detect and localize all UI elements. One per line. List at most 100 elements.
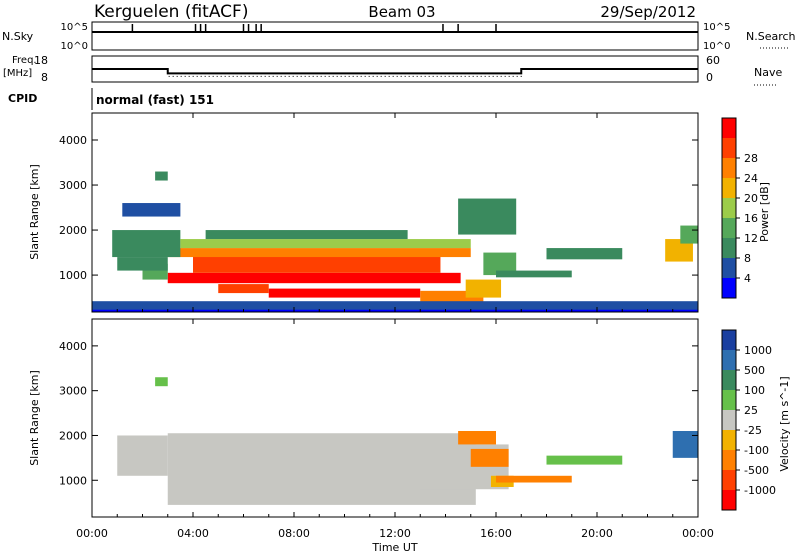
freq-label-2: [MHz] (3, 68, 32, 79)
freq-tick-top: 18 (34, 54, 48, 67)
power-colorbar-frame (721, 117, 737, 299)
x-tick-label: 00:00 (76, 527, 108, 540)
power-y-axis: 1000 2000 3000 4000 (59, 134, 698, 282)
velocity-colorbar-tick-label: -100 (744, 444, 769, 457)
velocity-colorbar-tick-label: -500 (744, 464, 769, 477)
nsky-tick-bottom: 10^0 (61, 41, 88, 52)
power-ylabel: Slant Range [km] (28, 164, 41, 260)
nsearch-tick-bottom: 10^0 (703, 41, 730, 52)
power-colorbar-tick-label: 24 (744, 172, 758, 185)
nsearch-label: N.Search (746, 30, 796, 43)
power-cell (465, 279, 502, 298)
velocity-cell (458, 430, 496, 445)
power-colorbar-tick-label: 20 (744, 192, 758, 205)
y-tick-label: 3000 (59, 179, 87, 192)
x-tick-label: 20:00 (581, 527, 613, 540)
velocity-colorbar-tick-label: -25 (744, 424, 762, 437)
y-tick-label: 4000 (59, 134, 87, 147)
power-cell (665, 239, 693, 262)
y-tick-label: 2000 (59, 224, 87, 237)
power-cell (483, 252, 517, 276)
freq-label-1: Freq. (12, 55, 37, 66)
nsky-label: N.Sky (2, 30, 34, 43)
nave-tick-bottom: 0 (706, 71, 713, 84)
power-cell (546, 248, 623, 260)
power-colorbar-tick-label: 16 (744, 212, 758, 225)
power-cell (205, 230, 408, 240)
nsky-trace (92, 24, 698, 33)
power-colorbar-swatch (722, 178, 736, 198)
power-colorbar-swatch (722, 158, 736, 178)
x-tick-label: 00:00 (682, 527, 714, 540)
power-colorbar-swatch (722, 258, 736, 278)
velocity-colorbar-swatch (722, 490, 736, 510)
power-colorbar-tick-label: 8 (744, 252, 751, 265)
power-cell (458, 198, 517, 235)
velocity-colorbar-swatch (722, 470, 736, 490)
velocity-cell (496, 475, 572, 483)
x-tick-label: 04:00 (177, 527, 209, 540)
velocity-colorbar-swatch (722, 350, 736, 370)
velocity-colorbar: 1000 500 100 25 -25 -100 -500 -1000 (721, 329, 776, 511)
beam-title: Beam 03 (368, 3, 435, 21)
power-colorbar-swatch (722, 238, 736, 258)
velocity-cell (470, 448, 509, 467)
power-colorbar-swatch (722, 218, 736, 238)
power-cell (496, 270, 572, 278)
xaxis-label: Time UT (371, 541, 417, 554)
velocity-colorbar-swatch (722, 430, 736, 450)
nsearch-tick-top: 10^5 (703, 22, 730, 33)
power-colorbar-tick-label: 28 (744, 152, 758, 165)
velocity-y-axis: 1000 2000 3000 4000 (59, 340, 698, 487)
power-cell (680, 225, 698, 244)
cpid-text: normal (fast) 151 (96, 93, 214, 107)
nsky-panel (91, 21, 699, 51)
y-tick-label: 4000 (59, 340, 87, 353)
y-tick-label: 2000 (59, 429, 87, 442)
power-cell (193, 252, 441, 273)
cpid-label: CPID (8, 92, 37, 105)
power-colorbar-swatch (722, 138, 736, 158)
power-colorbar-swatch (722, 198, 736, 218)
freq-line (92, 68, 698, 75)
velocity-colorbar-label: Velocity [m s^-1] (778, 376, 791, 471)
velocity-cell (117, 435, 168, 476)
velocity-colorbar-swatch (722, 370, 736, 390)
power-cell (167, 272, 461, 284)
x-tick-label: 12:00 (379, 527, 411, 540)
velocity-colorbar-tick-label: 100 (744, 384, 765, 397)
power-cell (218, 284, 269, 294)
velocity-colorbar-tick-label: -1000 (744, 484, 776, 497)
freq-tick-bottom: 8 (41, 71, 48, 84)
nave-tick-top: 60 (706, 54, 720, 67)
power-cell (112, 230, 181, 258)
x-tick-label: 08:00 (278, 527, 310, 540)
nave-label: Nave (754, 66, 782, 79)
y-tick-label: 1000 (59, 474, 87, 487)
velocity-cell (155, 377, 168, 387)
power-colorbar-swatch (722, 118, 736, 138)
velocity-heatmap (117, 377, 698, 505)
power-colorbar: 4 8 12 16 20 24 28 (721, 117, 758, 299)
power-colorbar-tick-label: 4 (744, 272, 751, 285)
power-cell (117, 257, 168, 271)
power-cell (155, 171, 168, 181)
y-tick-label: 1000 (59, 269, 87, 282)
velocity-colorbar-tick-label: 500 (744, 364, 765, 377)
date-title: 29/Sep/2012 (600, 3, 696, 21)
velocity-colorbar-tick-label: 1000 (744, 344, 772, 357)
y-tick-label: 3000 (59, 385, 87, 398)
velocity-colorbar-frame (721, 329, 737, 511)
velocity-colorbar-swatch (722, 410, 736, 430)
power-cell (180, 239, 471, 249)
velocity-cell (546, 455, 623, 465)
x-tick-label: 16:00 (480, 527, 512, 540)
power-cell (420, 290, 484, 303)
velocity-colorbar-swatch (722, 390, 736, 410)
power-colorbar-swatch (722, 278, 736, 298)
velocity-colorbar-swatch (722, 450, 736, 470)
power-cell (268, 288, 421, 298)
velocity-colorbar-swatch (722, 330, 736, 350)
velocity-ylabel: Slant Range [km] (28, 370, 41, 466)
